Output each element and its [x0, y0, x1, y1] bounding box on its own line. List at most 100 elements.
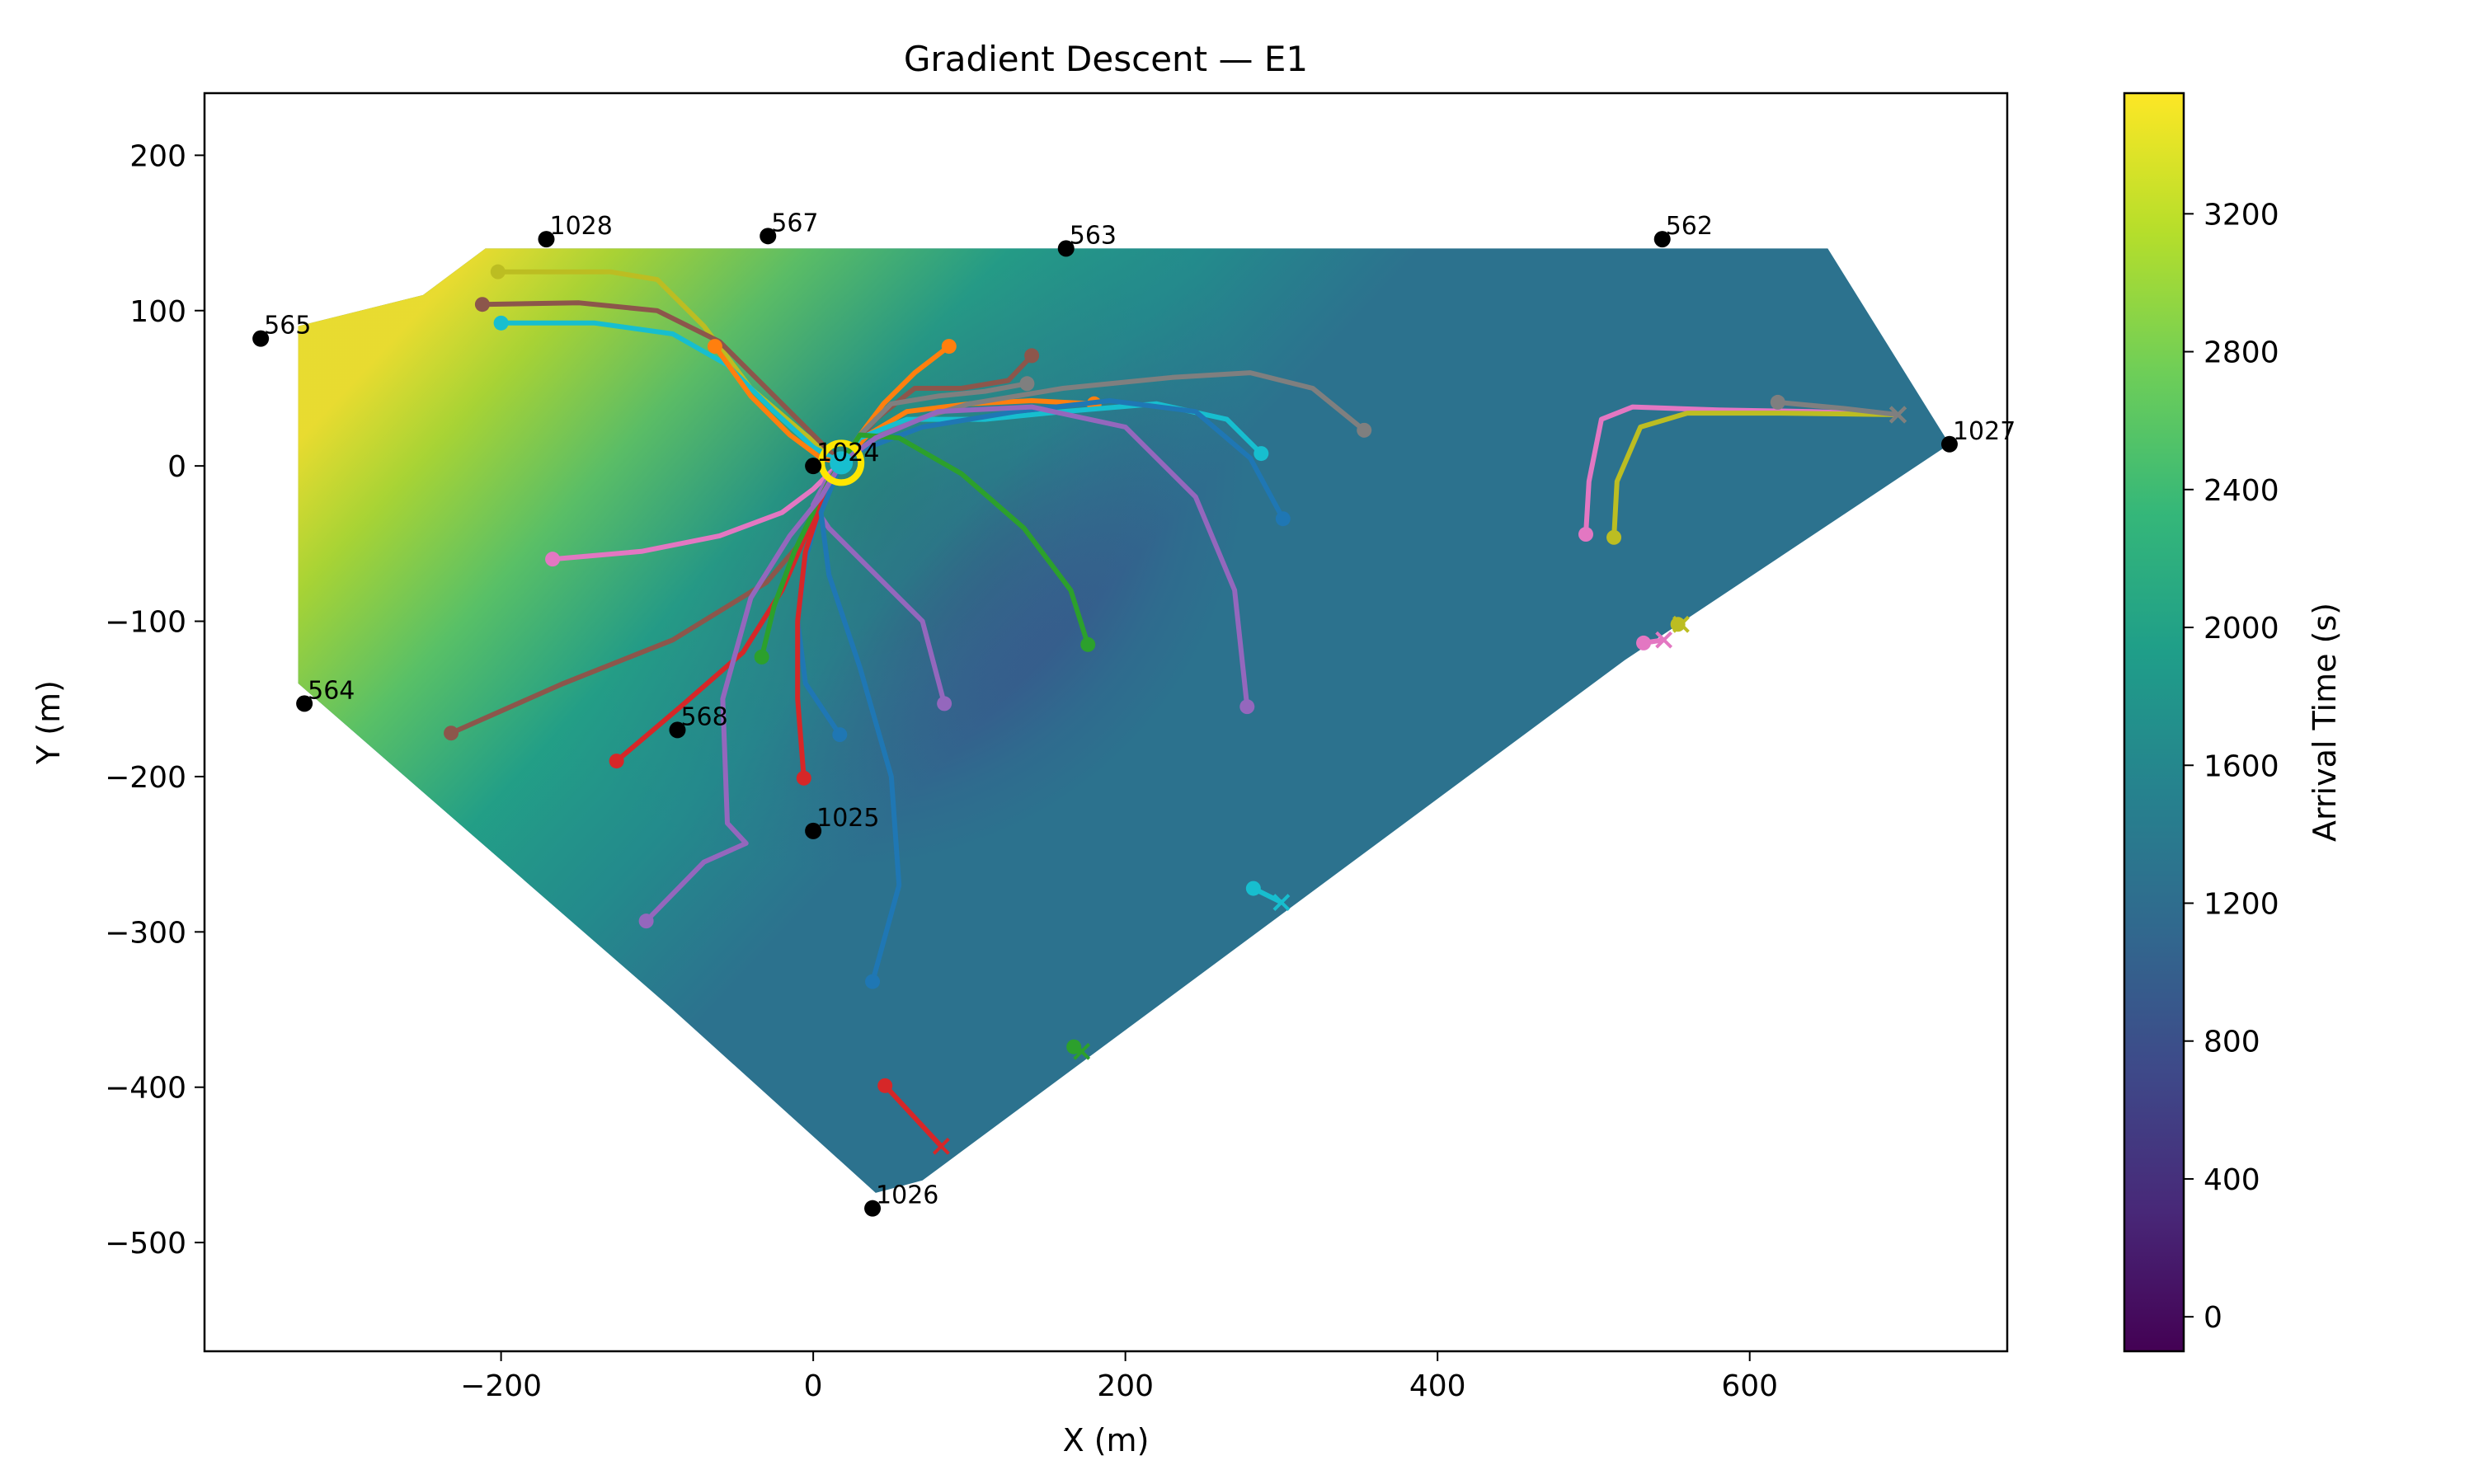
chart-title: Gradient Descent — E1	[904, 39, 1308, 79]
trajectory-29	[882, 1082, 944, 1149]
colorbar-tick-label: 1600	[2204, 749, 2279, 783]
trajectory-start-26	[1636, 635, 1652, 650]
x-tick-label: −200	[460, 1369, 542, 1403]
station-label-562: 562	[1666, 212, 1713, 241]
trajectory-end-28	[1073, 1042, 1091, 1060]
y-tick-label: 200	[129, 139, 186, 173]
y-tick-label: −200	[105, 761, 186, 795]
trajectory-start-4	[941, 339, 957, 355]
colorbar-gradient	[2123, 92, 2185, 1353]
trajectory-start-13	[545, 552, 561, 567]
trajectory-start-28	[1066, 1039, 1082, 1054]
station-label-565: 565	[264, 312, 311, 340]
y-axis: 200 100 0 −100 −200 −300 −400 −500	[105, 139, 205, 1261]
trajectory-start-11	[1080, 636, 1096, 652]
x-axis: −200 0 200 400 600	[460, 1351, 1778, 1403]
colorbar-tick-label: 1200	[2204, 887, 2279, 921]
source-core	[830, 451, 854, 475]
trajectory-start-15	[444, 726, 459, 741]
trajectory-start-22	[1578, 527, 1593, 542]
colorbar-tick-label: 400	[2204, 1163, 2260, 1197]
trajectory-start-19	[796, 770, 811, 786]
trajectory-10	[839, 398, 1286, 522]
colorbar-tick-label: 2800	[2204, 336, 2279, 370]
trajectory-start-27	[1245, 881, 1261, 896]
trajectory-start-8	[1357, 422, 1372, 438]
trajectory-end-26	[1655, 631, 1673, 649]
station-label-564: 564	[308, 676, 355, 705]
trajectory-start-14	[937, 696, 952, 711]
station-marker-1028	[538, 231, 555, 248]
colorbar-tick-label: 3200	[2204, 198, 2279, 232]
y-tick-label: −400	[105, 1072, 186, 1106]
trajectory-start-6	[1019, 376, 1035, 392]
x-tick-label: 400	[1409, 1369, 1466, 1403]
trajectory-start-16	[609, 754, 624, 769]
y-tick-label: 0	[167, 450, 186, 484]
station-marker-1024	[805, 458, 822, 475]
trajectory-14	[811, 460, 948, 707]
station-label-568: 568	[680, 702, 727, 731]
trajectory-end-25	[1672, 615, 1690, 633]
trajectory-end-27	[1272, 894, 1291, 911]
trajectory-11	[839, 432, 1091, 647]
station-marker-568	[669, 721, 686, 739]
station-marker-562	[1653, 231, 1671, 248]
trajectory-start-20	[865, 974, 881, 989]
x-tick-label: 600	[1721, 1369, 1778, 1403]
station-marker-567	[760, 228, 777, 245]
trajectory-start-17	[754, 649, 769, 665]
trajectory-23	[1611, 411, 1901, 540]
y-axis-label: Y (m)	[31, 680, 67, 765]
trajectory-start-29	[877, 1078, 893, 1093]
station-marker-1026	[864, 1200, 882, 1217]
trajectory-start-12	[1239, 699, 1255, 715]
trajectory-end-24	[1889, 406, 1907, 424]
y-tick-label: −500	[105, 1227, 186, 1261]
trajectory-start-25	[1670, 617, 1686, 632]
trajectory-start-2	[493, 315, 509, 331]
plot-area: 1028 567 563 562 565 1024 1027 564 568 1025 1026	[203, 92, 2015, 1353]
trajectory-end-29	[932, 1137, 950, 1155]
station-label-1024: 1024	[816, 439, 879, 467]
trajectory-start-24	[1770, 394, 1785, 410]
station-label-563: 563	[1070, 221, 1117, 250]
trajectory-20	[818, 460, 902, 984]
source-marker	[818, 439, 865, 486]
station-marker-1027	[1940, 435, 1958, 453]
colorbar: 0 400 800 1200 1600 2000 2400 2800 3200 Arrival …	[2123, 92, 2343, 1353]
trajectory-3	[712, 344, 844, 466]
colorbar-label: Arrival Time (s)	[2307, 603, 2343, 842]
station-label-1028: 1028	[549, 212, 612, 241]
y-tick-label: 100	[129, 295, 186, 329]
colorbar-ticks: 0 400 800 1200 1600 2000 2400 2800 3200	[2184, 198, 2279, 1335]
station-label-1025: 1025	[816, 804, 879, 833]
trajectory-start-3	[707, 339, 722, 355]
y-tick-label: −300	[105, 916, 186, 950]
x-tick-label: 200	[1097, 1369, 1154, 1403]
x-tick-label: 0	[804, 1369, 823, 1403]
trajectory-start-0	[490, 264, 506, 279]
trajectory-start-9	[1253, 446, 1269, 462]
colorbar-tick-label: 2400	[2204, 474, 2279, 508]
trajectory-0	[495, 269, 844, 466]
trajectory-7	[839, 398, 1097, 466]
trajectory-12	[839, 404, 1250, 710]
stations: 1028 567 563 562 565 1024 1027 564 568 1025 1026	[252, 209, 2015, 1217]
colorbar-tick-label: 2000	[2204, 612, 2279, 646]
trajectory-start-5	[1024, 348, 1040, 364]
station-label-567: 567	[771, 209, 818, 237]
trajectory-start-21	[638, 913, 654, 929]
station-marker-563	[1057, 240, 1075, 257]
trajectory-21	[643, 460, 844, 924]
colorbar-tick-label: 0	[2204, 1301, 2222, 1335]
trajectory-start-1	[474, 297, 490, 312]
colorbar-tick-label: 800	[2204, 1026, 2260, 1059]
x-axis-label: X (m)	[1063, 1422, 1150, 1458]
y-tick-label: −100	[105, 606, 186, 640]
plot-frame	[203, 92, 2009, 1353]
source-ring	[818, 439, 865, 486]
trajectory-start-10	[1275, 511, 1291, 527]
station-marker-565	[252, 330, 270, 347]
